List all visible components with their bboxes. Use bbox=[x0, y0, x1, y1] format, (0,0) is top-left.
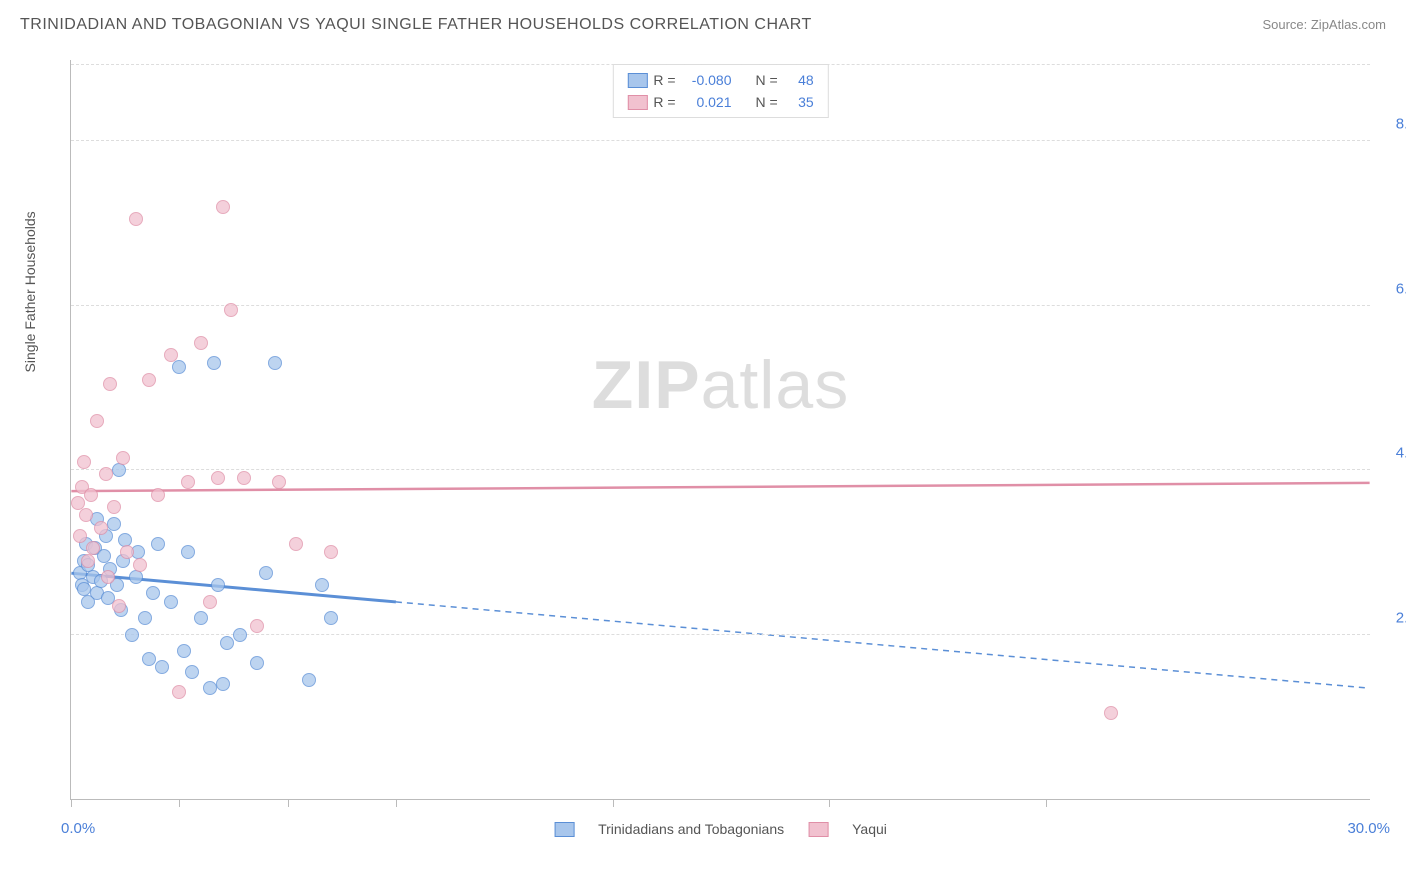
data-point bbox=[164, 595, 178, 609]
plot-area: ZIPatlas R = -0.080 N = 48 R = 0.021 N =… bbox=[70, 60, 1370, 800]
data-point bbox=[172, 685, 186, 699]
data-point bbox=[81, 554, 95, 568]
data-point bbox=[324, 611, 338, 625]
data-point bbox=[211, 578, 225, 592]
data-point bbox=[1104, 706, 1118, 720]
data-point bbox=[250, 656, 264, 670]
data-point bbox=[84, 488, 98, 502]
x-tick bbox=[613, 799, 614, 807]
data-point bbox=[220, 636, 234, 650]
x-tick bbox=[71, 799, 72, 807]
data-point bbox=[94, 521, 108, 535]
chart-container: Single Father Households ZIPatlas R = -0… bbox=[50, 60, 1390, 830]
swatch-series-0 bbox=[554, 822, 574, 837]
data-point bbox=[129, 212, 143, 226]
data-point bbox=[237, 471, 251, 485]
y-tick-label: 2.0% bbox=[1375, 609, 1406, 626]
data-point bbox=[99, 467, 113, 481]
data-point bbox=[324, 545, 338, 559]
y-tick-label: 6.0% bbox=[1375, 280, 1406, 297]
data-point bbox=[120, 545, 134, 559]
data-point bbox=[177, 644, 191, 658]
bottom-legend: Trinidadians and Tobagonians Yaqui bbox=[554, 821, 887, 837]
data-point bbox=[77, 455, 91, 469]
series-name-1: Yaqui bbox=[852, 821, 887, 837]
gridline bbox=[71, 305, 1370, 306]
data-point bbox=[272, 475, 286, 489]
data-point bbox=[133, 558, 147, 572]
data-point bbox=[86, 541, 100, 555]
data-point bbox=[216, 200, 230, 214]
gridline bbox=[71, 469, 1370, 470]
x-start-label: 0.0% bbox=[61, 820, 95, 837]
data-point bbox=[112, 599, 126, 613]
data-point bbox=[146, 586, 160, 600]
x-tick bbox=[288, 799, 289, 807]
x-end-label: 30.0% bbox=[1347, 820, 1390, 837]
data-point bbox=[233, 628, 247, 642]
data-point bbox=[71, 496, 85, 510]
x-tick bbox=[1046, 799, 1047, 807]
data-point bbox=[107, 517, 121, 531]
y-axis-label: Single Father Households bbox=[22, 211, 38, 372]
data-point bbox=[129, 570, 143, 584]
data-point bbox=[194, 336, 208, 350]
data-point bbox=[125, 628, 139, 642]
data-point bbox=[268, 356, 282, 370]
x-tick bbox=[829, 799, 830, 807]
data-point bbox=[194, 611, 208, 625]
data-point bbox=[211, 471, 225, 485]
series-name-0: Trinidadians and Tobagonians bbox=[598, 821, 784, 837]
data-point bbox=[79, 508, 93, 522]
data-point bbox=[101, 570, 115, 584]
data-point bbox=[90, 414, 104, 428]
data-point bbox=[250, 619, 264, 633]
data-point bbox=[302, 673, 316, 687]
data-point bbox=[181, 545, 195, 559]
data-point bbox=[207, 356, 221, 370]
data-point bbox=[107, 500, 121, 514]
data-point bbox=[315, 578, 329, 592]
data-point bbox=[203, 681, 217, 695]
data-point bbox=[181, 475, 195, 489]
data-point bbox=[138, 611, 152, 625]
gridline bbox=[71, 64, 1370, 65]
data-point bbox=[116, 451, 130, 465]
data-point bbox=[172, 360, 186, 374]
data-point bbox=[73, 529, 87, 543]
x-tick bbox=[396, 799, 397, 807]
data-point bbox=[259, 566, 273, 580]
y-tick-label: 8.0% bbox=[1375, 116, 1406, 133]
data-point bbox=[142, 373, 156, 387]
data-point bbox=[151, 537, 165, 551]
y-tick-label: 4.0% bbox=[1375, 445, 1406, 462]
trend-lines bbox=[71, 60, 1370, 799]
data-point bbox=[112, 463, 126, 477]
data-point bbox=[203, 595, 217, 609]
data-point bbox=[185, 665, 199, 679]
data-point bbox=[155, 660, 169, 674]
data-point bbox=[151, 488, 165, 502]
swatch-series-1 bbox=[808, 822, 828, 837]
gridline bbox=[71, 140, 1370, 141]
data-point bbox=[289, 537, 303, 551]
data-point bbox=[103, 377, 117, 391]
x-tick bbox=[179, 799, 180, 807]
data-point bbox=[224, 303, 238, 317]
chart-title: TRINIDADIAN AND TOBAGONIAN VS YAQUI SING… bbox=[20, 16, 812, 34]
gridline bbox=[71, 634, 1370, 635]
data-point bbox=[216, 677, 230, 691]
source-label: Source: ZipAtlas.com bbox=[1262, 17, 1386, 32]
data-point bbox=[142, 652, 156, 666]
data-point bbox=[164, 348, 178, 362]
